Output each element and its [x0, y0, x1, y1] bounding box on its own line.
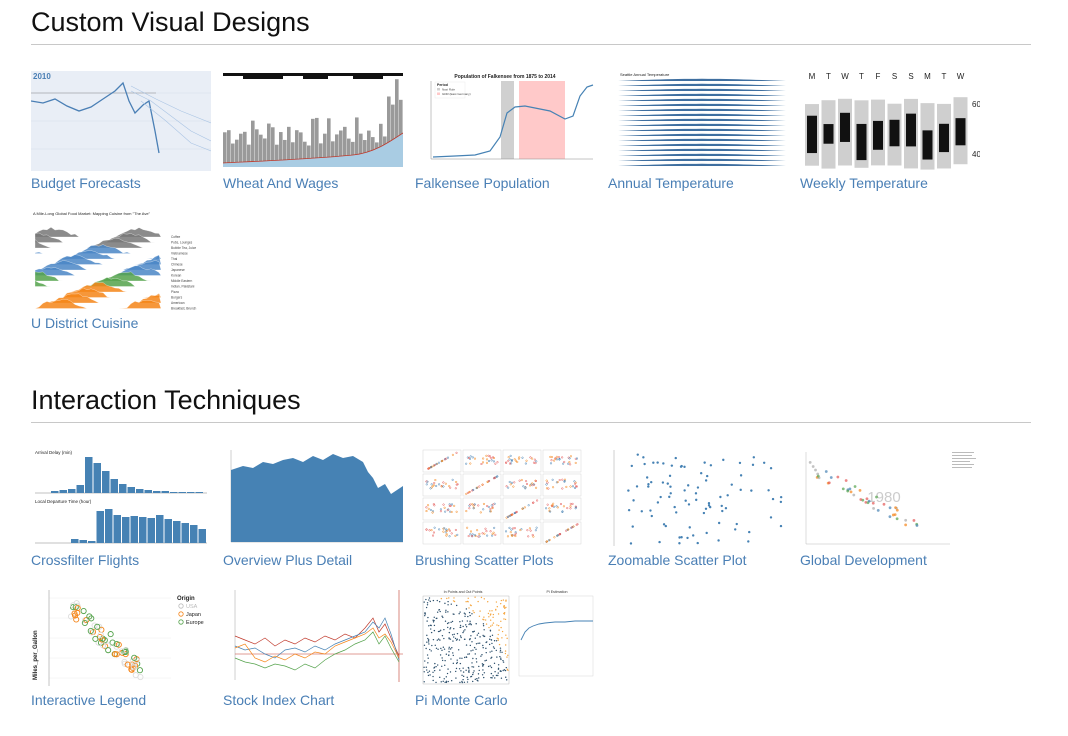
gallery-item-falkensee-population[interactable]: Population of Falkensee from 1875 to 201…	[415, 71, 595, 191]
gallery-item-crossfilter-flights[interactable]: Arrival Delay (min) Local Departure Time…	[31, 448, 211, 568]
gallery-item-annual-temperature[interactable]: Seattle Annual Temperature Annual Temper…	[608, 71, 788, 191]
svg-text:Vietnamese: Vietnamese	[171, 252, 188, 256]
overview-plus-detail-thumbnail	[223, 448, 403, 548]
zoomable-scatter-plot-link[interactable]: Zoomable Scatter Plot	[608, 552, 747, 568]
budget-forecasts-link[interactable]: Budget Forecasts	[31, 175, 141, 191]
annual-temperature-thumbnail: Seattle Annual Temperature	[608, 71, 788, 171]
wheat-and-wages-link[interactable]: Wheat And Wages	[223, 175, 339, 191]
svg-text:T: T	[859, 72, 864, 81]
u-district-cuisine-link[interactable]: U District Cuisine	[31, 315, 139, 331]
svg-text:Middle Eastern: Middle Eastern	[171, 279, 192, 283]
u-district-cuisine-title: A Mile-Long Global Food Market: Mapping …	[33, 211, 151, 216]
svg-text:M: M	[809, 72, 816, 81]
section-title-interaction-techniques: Interaction Techniques	[31, 385, 301, 415]
gallery-item-pi-monte-carlo[interactable]: In Points and Out Points Pi Estimation P…	[415, 588, 595, 708]
gallery-item-wheat-and-wages[interactable]: Wheat And Wages	[223, 71, 403, 191]
stock-index-chart-thumbnail	[223, 588, 403, 688]
falkensee-legend-gdr: GDR (East Germany)	[442, 92, 471, 96]
svg-text:Korean: Korean	[171, 274, 182, 278]
section-divider	[31, 44, 1031, 45]
svg-text:Indian, Pakistani: Indian, Pakistani	[171, 285, 195, 289]
brushing-scatter-plots-link[interactable]: Brushing Scatter Plots	[415, 552, 554, 568]
crossfilter-departure-title: Local Departure Time (hour)	[35, 499, 92, 504]
wheat-and-wages-thumbnail	[223, 71, 403, 171]
svg-text:F: F	[876, 72, 881, 81]
pi-monte-carlo-link[interactable]: Pi Monte Carlo	[415, 692, 508, 708]
stock-index-chart-link[interactable]: Stock Index Chart	[223, 692, 335, 708]
svg-text:S: S	[892, 72, 897, 81]
crossfilter-flights-link[interactable]: Crossfilter Flights	[31, 552, 140, 568]
svg-text:Breakfast, Brunch: Breakfast, Brunch	[171, 307, 197, 311]
gallery-item-weekly-temperature[interactable]: M T W T F S S M T W 60 40 Weekly Temperature	[800, 71, 980, 191]
svg-text:W: W	[841, 72, 849, 81]
svg-text:Japanese: Japanese	[171, 268, 185, 272]
svg-text:T: T	[942, 72, 947, 81]
interactive-legend-link[interactable]: Interactive Legend	[31, 692, 147, 708]
weekly-temperature-tick-40: 40	[972, 150, 980, 159]
pi-monte-carlo-title: In Points and Out Points	[444, 590, 483, 594]
svg-text:Pizza: Pizza	[171, 290, 179, 294]
svg-text:Pubs, Lounges: Pubs, Lounges	[171, 241, 193, 245]
section-divider	[31, 422, 1031, 423]
svg-text:T: T	[826, 72, 831, 81]
falkensee-legend-title: Period	[437, 83, 448, 87]
svg-text:Burgers: Burgers	[171, 296, 183, 300]
overview-plus-detail-link[interactable]: Overview Plus Detail	[223, 552, 353, 568]
interactive-legend-origin: Origin	[177, 596, 195, 602]
svg-text:Thai: Thai	[171, 257, 177, 261]
falkensee-population-thumbnail: Population of Falkensee from 1875 to 201…	[415, 71, 595, 171]
interactive-legend-usa: USA	[186, 604, 198, 610]
falkensee-chart-title: Population of Falkensee from 1875 to 201…	[454, 74, 555, 80]
interactive-legend-thumbnail: Miles_per_Gallon Origin USA Japan Europe	[31, 588, 211, 688]
zoomable-scatter-plot-thumbnail	[608, 448, 788, 548]
gallery-item-interactive-legend[interactable]: Miles_per_Gallon Origin USA Japan Europe…	[31, 588, 211, 708]
gallery-item-overview-plus-detail[interactable]: Overview Plus Detail	[223, 448, 403, 568]
global-development-thumbnail: 1980	[800, 448, 980, 548]
gallery-item-u-district-cuisine[interactable]: A Mile-Long Global Food Market: Mapping …	[31, 211, 211, 331]
budget-forecasts-year: 2010	[33, 72, 51, 81]
section-title-custom-visual-designs: Custom Visual Designs	[31, 7, 310, 37]
svg-text:S: S	[908, 72, 913, 81]
svg-text:M: M	[924, 72, 931, 81]
gallery-item-stock-index-chart[interactable]: Stock Index Chart	[223, 588, 403, 708]
global-development-year: 1980	[867, 489, 900, 506]
gallery-item-global-development[interactable]: 1980 Global Development	[800, 448, 980, 568]
svg-text:Bubble Tea, Juice: Bubble Tea, Juice	[171, 246, 196, 250]
annual-temperature-link[interactable]: Annual Temperature	[608, 175, 734, 191]
global-development-link[interactable]: Global Development	[800, 552, 927, 568]
pi-monte-carlo-thumbnail: In Points and Out Points Pi Estimation	[415, 588, 595, 688]
weekly-temperature-thumbnail: M T W T F S S M T W 60 40	[800, 71, 980, 171]
svg-text:American: American	[171, 301, 185, 305]
weekly-temperature-link[interactable]: Weekly Temperature	[800, 175, 928, 191]
svg-text:Coffee: Coffee	[171, 235, 181, 239]
svg-text:Chinese: Chinese	[171, 263, 183, 267]
gallery-item-brushing-scatter-plots[interactable]: Brushing Scatter Plots	[415, 448, 595, 568]
brushing-scatter-plots-thumbnail	[415, 448, 595, 548]
interactive-legend-europe: Europe	[186, 620, 204, 626]
falkensee-population-link[interactable]: Falkensee Population	[415, 175, 550, 191]
interactive-legend-ylabel: Miles_per_Gallon	[33, 630, 39, 680]
svg-text:W: W	[957, 72, 965, 81]
pi-monte-carlo-title-2: Pi Estimation	[547, 590, 568, 594]
interactive-legend-japan: Japan	[186, 612, 201, 618]
crossfilter-flights-thumbnail: Arrival Delay (min) Local Departure Time…	[31, 448, 211, 548]
budget-forecasts-thumbnail: 2010	[31, 71, 211, 171]
weekly-temperature-tick-60: 60	[972, 100, 980, 109]
gallery-item-budget-forecasts[interactable]: 2010 Budget Forecasts	[31, 71, 211, 191]
falkensee-legend-nazi: Nazi Rule	[442, 88, 455, 92]
crossfilter-arrival-title: Arrival Delay (min)	[35, 450, 73, 455]
gallery-item-zoomable-scatter-plot[interactable]: Zoomable Scatter Plot	[608, 448, 788, 568]
annual-temperature-title: Seattle Annual Temperature	[620, 72, 670, 77]
u-district-cuisine-thumbnail: A Mile-Long Global Food Market: Mapping …	[31, 211, 211, 311]
